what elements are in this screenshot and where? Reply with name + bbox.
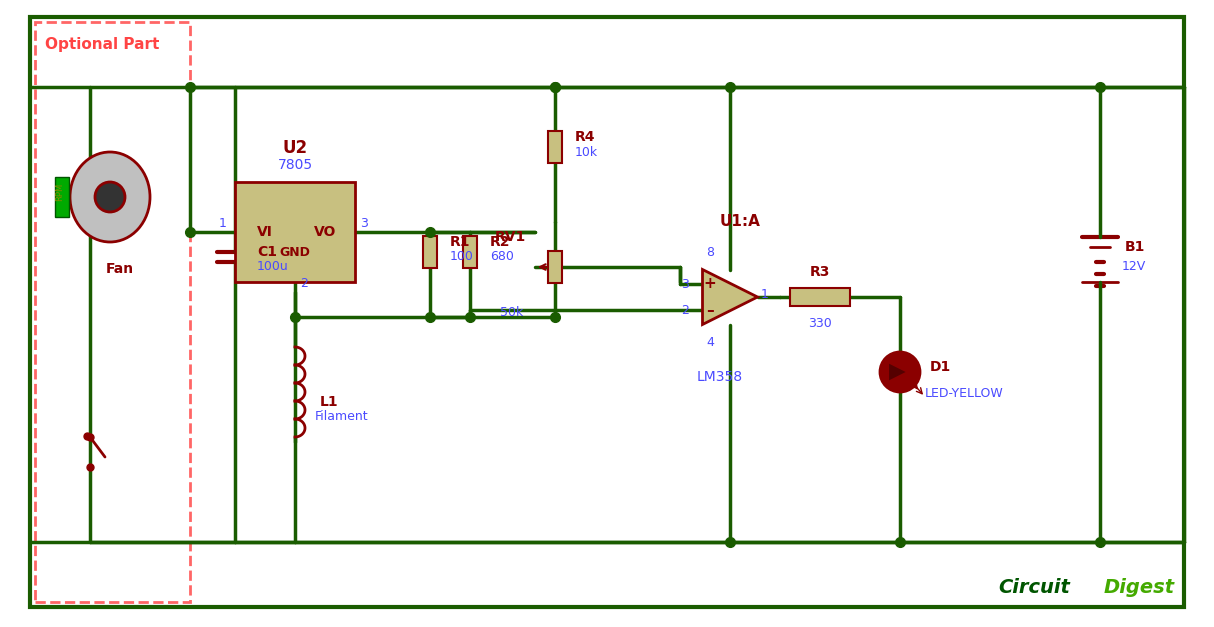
Polygon shape — [887, 362, 908, 382]
Text: 3: 3 — [681, 278, 688, 290]
Text: U1:A: U1:A — [720, 214, 760, 229]
Text: 12V: 12V — [1122, 260, 1146, 273]
Bar — [548, 131, 562, 163]
Text: 50k: 50k — [500, 305, 523, 319]
Text: B1: B1 — [1125, 240, 1145, 254]
Text: 8: 8 — [707, 246, 714, 258]
Text: LM358: LM358 — [697, 370, 743, 384]
Text: –: – — [707, 302, 714, 317]
Text: C1: C1 — [257, 245, 277, 259]
Text: Circuit: Circuit — [998, 578, 1070, 597]
Text: 2: 2 — [300, 277, 308, 290]
Text: 1: 1 — [761, 288, 768, 300]
Text: +: + — [704, 277, 716, 292]
Bar — [548, 251, 562, 283]
Text: RPM: RPM — [56, 183, 64, 201]
Polygon shape — [703, 270, 758, 325]
Text: R2: R2 — [490, 235, 511, 249]
Text: 100u: 100u — [257, 260, 289, 273]
Text: 680: 680 — [490, 251, 514, 263]
Bar — [236, 182, 354, 282]
Bar — [463, 236, 477, 268]
Text: Digest: Digest — [1104, 578, 1175, 597]
Text: LED-YELLOW: LED-YELLOW — [925, 387, 1004, 400]
Text: 7805: 7805 — [278, 158, 312, 172]
Text: R3: R3 — [810, 265, 830, 279]
Circle shape — [880, 352, 920, 392]
Text: L1: L1 — [320, 395, 339, 409]
Text: 100: 100 — [450, 251, 473, 263]
Text: 1: 1 — [219, 217, 227, 230]
Text: R4: R4 — [575, 130, 596, 144]
Text: GND: GND — [279, 246, 311, 258]
Text: Filament: Filament — [314, 411, 369, 423]
Text: 10k: 10k — [575, 145, 599, 159]
Text: U2: U2 — [283, 139, 307, 157]
Text: VI: VI — [257, 225, 273, 239]
Bar — [790, 288, 850, 306]
Text: 4: 4 — [707, 335, 714, 349]
Circle shape — [95, 182, 125, 212]
Text: Optional Part: Optional Part — [45, 37, 159, 52]
Text: R1: R1 — [450, 235, 471, 249]
Text: Fan: Fan — [106, 262, 134, 276]
Text: 3: 3 — [361, 217, 368, 230]
Text: VO: VO — [313, 225, 336, 239]
Ellipse shape — [70, 152, 151, 242]
Bar — [422, 236, 437, 268]
Bar — [35, 22, 191, 602]
Text: RV1: RV1 — [495, 230, 526, 244]
Text: 2: 2 — [681, 303, 688, 317]
Text: D1: D1 — [930, 360, 952, 374]
Bar — [55, 177, 69, 217]
Text: 330: 330 — [809, 317, 832, 330]
